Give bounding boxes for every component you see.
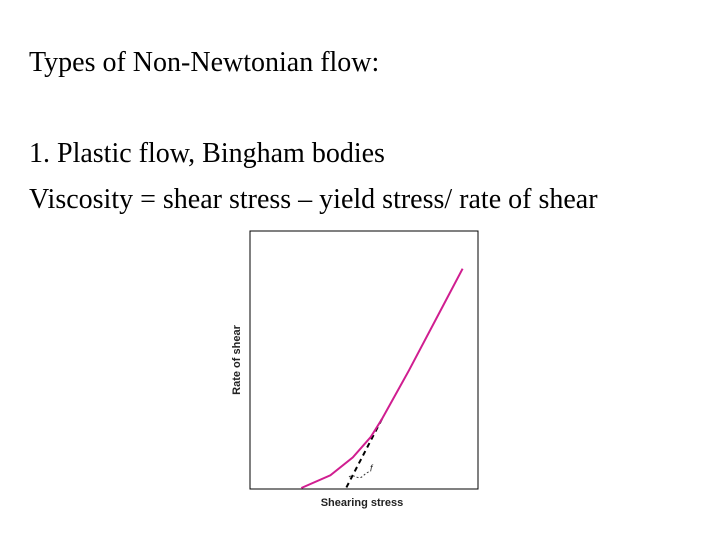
yield-value-extrapolation bbox=[345, 418, 383, 489]
annotation-leader bbox=[348, 470, 372, 479]
plot-frame bbox=[249, 230, 479, 490]
plastic-flow-rheogram: Rate of shear Shearing stress f bbox=[220, 225, 490, 520]
x-axis-label: Shearing stress bbox=[321, 497, 404, 509]
slide-title: Types of Non-Newtonian flow: bbox=[29, 47, 380, 78]
list-item-plastic-flow: 1. Plastic flow, Bingham bodies bbox=[29, 138, 385, 169]
y-axis-label: Rate of shear bbox=[231, 324, 243, 394]
rheogram-svg: Rate of shear Shearing stress f bbox=[231, 230, 479, 509]
viscosity-formula: Viscosity = shear stress – yield stress/… bbox=[29, 184, 598, 215]
annotation-f: f bbox=[370, 463, 374, 473]
plastic-flow-curve bbox=[300, 268, 464, 489]
